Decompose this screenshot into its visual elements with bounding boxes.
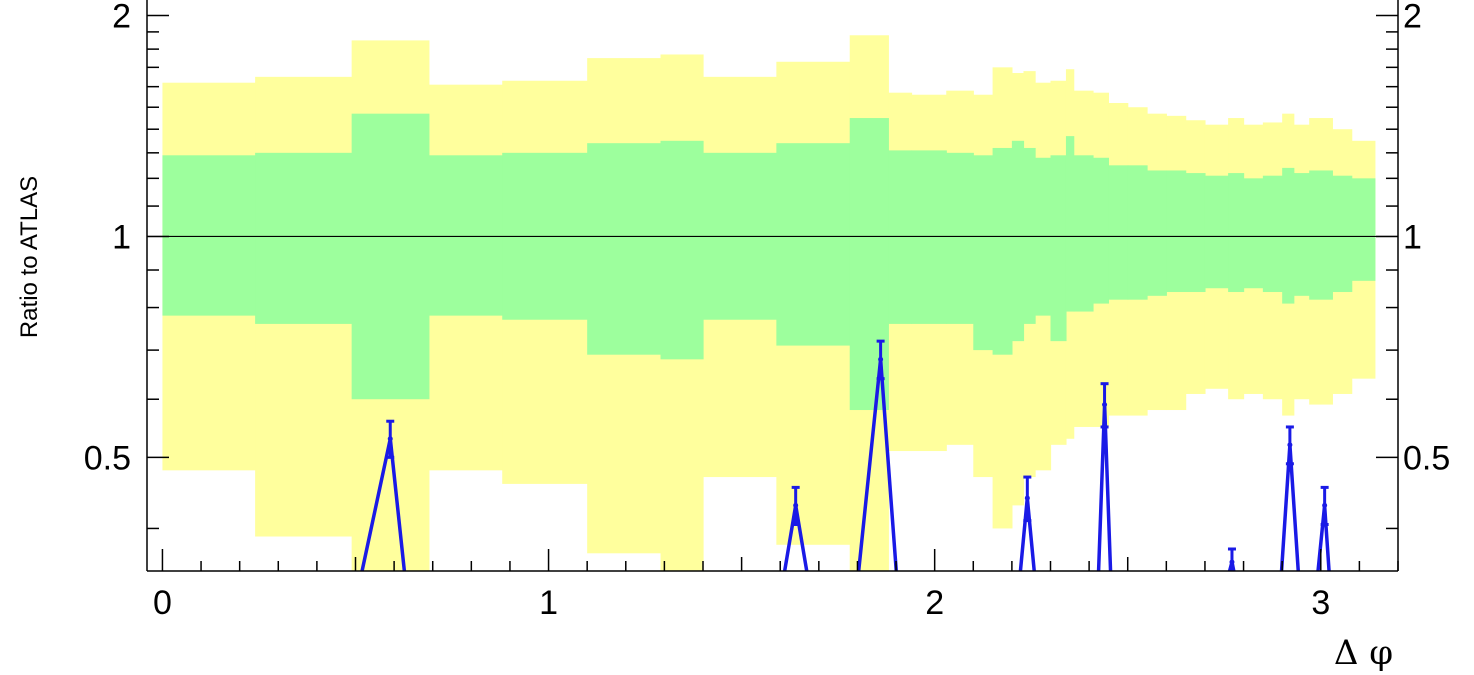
inner-band-bin	[1127, 165, 1148, 300]
inner-band-bin	[351, 113, 430, 400]
inner-band-bin	[849, 118, 889, 411]
inner-band-bin	[1166, 170, 1187, 293]
inner-band-bin	[1204, 175, 1229, 289]
tick-labels: 0 1 2 3 0.5 0.5 1 1 2 2	[84, 0, 1451, 622]
inner-band-bin	[1332, 175, 1353, 293]
y-tick-label-right: 2	[1403, 0, 1422, 36]
inner-band-bin	[1351, 178, 1376, 281]
inner-band-bin	[1011, 140, 1025, 342]
inner-band-bin	[973, 155, 994, 351]
y-tick-label-right: 0.5	[1403, 439, 1450, 477]
inner-band-bin	[1309, 170, 1333, 300]
inner-band-bin	[888, 150, 913, 324]
inner-band-bin	[1228, 173, 1245, 293]
axis-ticks	[147, 14, 1399, 571]
data-point	[387, 436, 393, 442]
y-tick-label-left: 0.5	[84, 439, 131, 477]
x-tick-label: 0	[153, 584, 172, 622]
inner-band-bin	[992, 147, 1013, 355]
ratio-series	[360, 339, 1331, 571]
inner-band-bin	[1147, 170, 1167, 296]
inner-band-bin	[1282, 167, 1295, 304]
data-point	[878, 356, 884, 362]
x-axis-title: Δ φ	[1334, 633, 1393, 673]
inner-band-bin	[946, 152, 974, 324]
inner-band-bin	[1262, 175, 1283, 293]
y-tick-label-left: 2	[112, 0, 131, 36]
data-point	[793, 502, 799, 508]
inner-band-bin	[1243, 178, 1264, 289]
inner-band-bin	[776, 143, 851, 346]
x-tick-label: 1	[539, 584, 558, 622]
y-tick-label-right: 1	[1403, 218, 1422, 256]
inner-band-bin	[428, 155, 503, 316]
inner-band-bin	[255, 152, 353, 324]
inner-band-bin	[660, 140, 704, 360]
x-tick-label: 3	[1311, 584, 1330, 622]
inner-band-bin	[1073, 155, 1094, 312]
y-tick-label-left: 1	[112, 218, 131, 256]
inner-band-bin	[1293, 173, 1310, 296]
data-point	[1287, 442, 1293, 448]
uncertainty-bands	[162, 35, 1376, 571]
inner-band-bin	[1185, 173, 1206, 293]
inner-band-bin	[1108, 165, 1129, 300]
inner-band-bin	[1092, 157, 1110, 304]
data-point	[1322, 502, 1328, 508]
data-point	[1229, 559, 1235, 565]
data-point	[1024, 495, 1030, 501]
inner-band-bin	[162, 155, 256, 316]
inner-band-bin	[587, 143, 662, 355]
inner-band-bin	[911, 150, 947, 324]
inner-band-bin	[1065, 136, 1075, 312]
data-point	[1102, 402, 1108, 408]
x-tick-label: 2	[925, 584, 944, 622]
y-axis-title: Ratio to ATLAS	[16, 176, 43, 338]
inner-band-bin	[1050, 155, 1067, 342]
